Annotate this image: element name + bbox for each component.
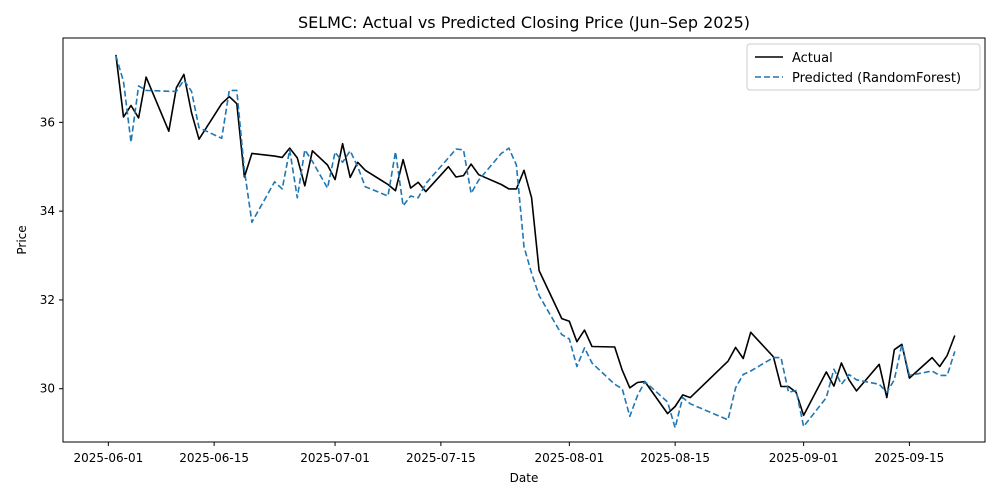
y-tick-label: 36 xyxy=(40,115,55,129)
y-tick-label: 34 xyxy=(40,204,55,218)
x-tick-label: 2025-06-15 xyxy=(179,451,249,465)
y-tick-label: 32 xyxy=(40,293,55,307)
y-tick-label: 30 xyxy=(40,382,55,396)
y-axis: 30 32 34 36 xyxy=(40,115,63,396)
legend-box xyxy=(746,43,981,91)
y-axis-label: Price xyxy=(15,225,29,254)
legend: Actual Predicted (RandomForest) xyxy=(746,43,981,91)
x-tick-label: 2025-07-01 xyxy=(300,451,370,465)
x-tick-label: 2025-07-15 xyxy=(406,451,476,465)
x-tick-label: 2025-09-01 xyxy=(769,451,839,465)
x-tick-label: 2025-09-15 xyxy=(875,451,945,465)
x-tick-label: 2025-08-01 xyxy=(534,451,604,465)
chart-title: SELMC: Actual vs Predicted Closing Price… xyxy=(298,13,750,32)
plot-frame xyxy=(62,37,986,443)
x-axis-label: Date xyxy=(510,471,539,485)
legend-label: Predicted (RandomForest) xyxy=(792,71,961,86)
legend-label: Actual xyxy=(792,51,833,66)
series-line-actual xyxy=(115,54,956,417)
x-tick-label: 2025-06-01 xyxy=(73,451,143,465)
x-tick-label: 2025-08-15 xyxy=(640,451,710,465)
series-line-predicted xyxy=(115,55,956,429)
plot-area xyxy=(115,54,956,429)
x-axis: 2025-06-01 2025-06-15 2025-07-01 2025-07-15… xyxy=(73,442,944,465)
